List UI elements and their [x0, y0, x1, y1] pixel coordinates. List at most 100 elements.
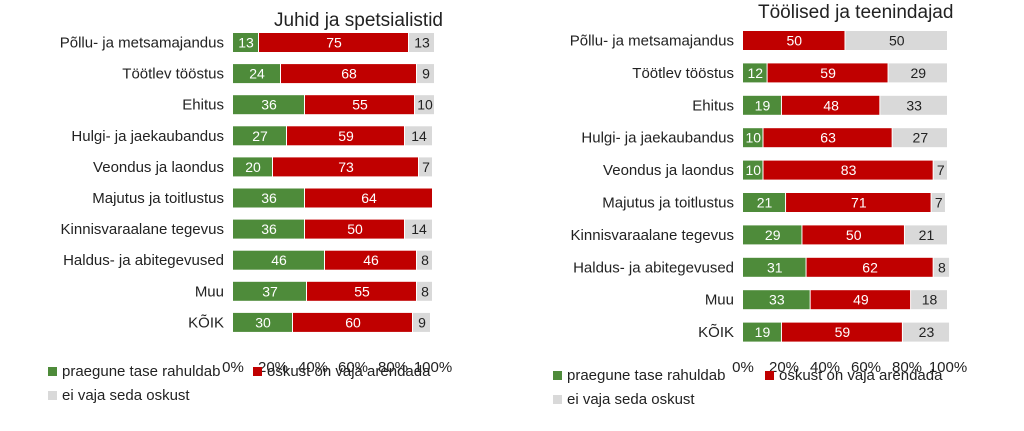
- x-tick-label: 40%: [810, 359, 840, 376]
- bar-segment: [802, 225, 904, 245]
- data-label: 20: [245, 159, 261, 175]
- data-label: 63: [820, 130, 836, 146]
- x-tick-label: 40%: [298, 359, 328, 376]
- data-label: 46: [363, 252, 379, 268]
- category-label: Muu: [705, 292, 734, 309]
- legend-swatch: [553, 395, 562, 404]
- bar-segment: [305, 95, 414, 115]
- bar-segment: [767, 63, 888, 83]
- bar-segment: [233, 126, 286, 146]
- data-label: 23: [919, 324, 935, 340]
- data-label: 59: [820, 65, 836, 81]
- category-label: Muu: [195, 283, 224, 300]
- data-label: 36: [261, 221, 277, 237]
- bar-segment: [806, 257, 933, 277]
- x-tick-label: 20%: [769, 359, 799, 376]
- data-label: 60: [345, 314, 361, 330]
- x-tick-label: 0%: [732, 359, 754, 376]
- data-label: 55: [354, 283, 370, 299]
- bar-segment: [743, 95, 781, 115]
- x-tick-label: 100%: [929, 359, 967, 376]
- data-label: 50: [846, 227, 862, 243]
- bar-segment: [287, 126, 404, 146]
- data-label: 33: [906, 97, 922, 113]
- data-label: 10: [745, 130, 761, 146]
- data-label: 64: [361, 190, 377, 206]
- bar-segment: [743, 128, 763, 148]
- data-label: 59: [338, 128, 354, 144]
- data-label: 36: [261, 190, 277, 206]
- bar-segment: [233, 188, 304, 208]
- category-label: Majutus ja toitlustus: [92, 190, 224, 207]
- data-label: 73: [338, 159, 354, 175]
- bar-segment: [417, 64, 434, 84]
- data-label: 21: [919, 227, 935, 243]
- category-label: Ehitus: [182, 97, 224, 114]
- bar-segment: [233, 281, 306, 301]
- data-label: 29: [765, 227, 781, 243]
- bar-segment: [743, 63, 767, 83]
- bar-segment: [763, 160, 933, 180]
- data-label: 12: [748, 65, 764, 81]
- bar-segment: [845, 31, 947, 50]
- bar-segment: [305, 188, 432, 208]
- legend-entry: oskust on vaja arendada: [267, 363, 431, 380]
- x-tick-label: 100%: [414, 359, 452, 376]
- data-label: 59: [835, 324, 851, 340]
- bar-segment: [273, 157, 418, 177]
- data-label: 75: [326, 35, 342, 51]
- legend-entry: ei vaja seda oskust: [567, 391, 695, 408]
- bar-segment: [781, 95, 880, 115]
- bar-segment: [880, 95, 947, 115]
- legend-entry: ei vaja seda oskust: [62, 387, 190, 404]
- bar-segment: [933, 160, 947, 180]
- data-label: 55: [352, 97, 368, 113]
- category-label: Ehitus: [692, 97, 734, 114]
- data-label: 71: [851, 195, 867, 211]
- bar-segment: [743, 193, 786, 212]
- category-label: Haldus- ja abitegevused: [63, 252, 224, 269]
- data-label: 8: [421, 252, 429, 268]
- category-label: Kinnisvaraalane tegevus: [571, 227, 734, 244]
- data-label: 13: [238, 35, 254, 51]
- bar-segment: [417, 250, 432, 270]
- bar-segment: [307, 281, 416, 301]
- data-label: 68: [341, 66, 357, 82]
- data-label: 31: [767, 259, 783, 275]
- data-label: 62: [862, 259, 878, 275]
- category-label: Veondus ja laondus: [603, 162, 734, 179]
- data-label: 8: [938, 259, 946, 275]
- data-label: 50: [889, 33, 905, 49]
- bar-segment: [743, 322, 781, 342]
- category-label: Põllu- ja metsamajandus: [570, 33, 734, 50]
- data-label: 7: [422, 159, 430, 175]
- bar-segment: [743, 160, 763, 180]
- data-label: 50: [786, 33, 802, 49]
- chart-title: Töölised ja teenindajad: [758, 2, 953, 23]
- legend-entry: praegune tase rahuldab: [62, 363, 220, 380]
- bar-segment: [419, 157, 432, 177]
- bar-segment: [417, 281, 432, 301]
- x-tick-label: 0%: [222, 359, 244, 376]
- bar-segment: [904, 225, 947, 245]
- bar-segment: [233, 250, 324, 270]
- category-label: Kinnisvaraalane tegevus: [61, 221, 224, 238]
- data-label: 49: [853, 292, 869, 308]
- data-label: 9: [422, 66, 430, 82]
- bar-segment: [415, 95, 434, 115]
- data-label: 7: [937, 162, 945, 178]
- bar-segment: [743, 257, 806, 277]
- bar-segment: [233, 157, 272, 177]
- data-label: 9: [418, 314, 426, 330]
- legend-entry: praegune tase rahuldab: [567, 367, 725, 384]
- x-tick-label: 60%: [851, 359, 881, 376]
- category-label: Töötlev tööstus: [632, 65, 734, 82]
- category-label: KÕIK: [188, 314, 224, 331]
- category-label: Hulgi- ja jaekaubandus: [581, 130, 734, 147]
- x-tick-label: 20%: [258, 359, 288, 376]
- bar-segment: [281, 64, 416, 84]
- category-label: Hulgi- ja jaekaubandus: [71, 128, 224, 145]
- bar-segment: [409, 33, 434, 52]
- data-label: 18: [922, 292, 938, 308]
